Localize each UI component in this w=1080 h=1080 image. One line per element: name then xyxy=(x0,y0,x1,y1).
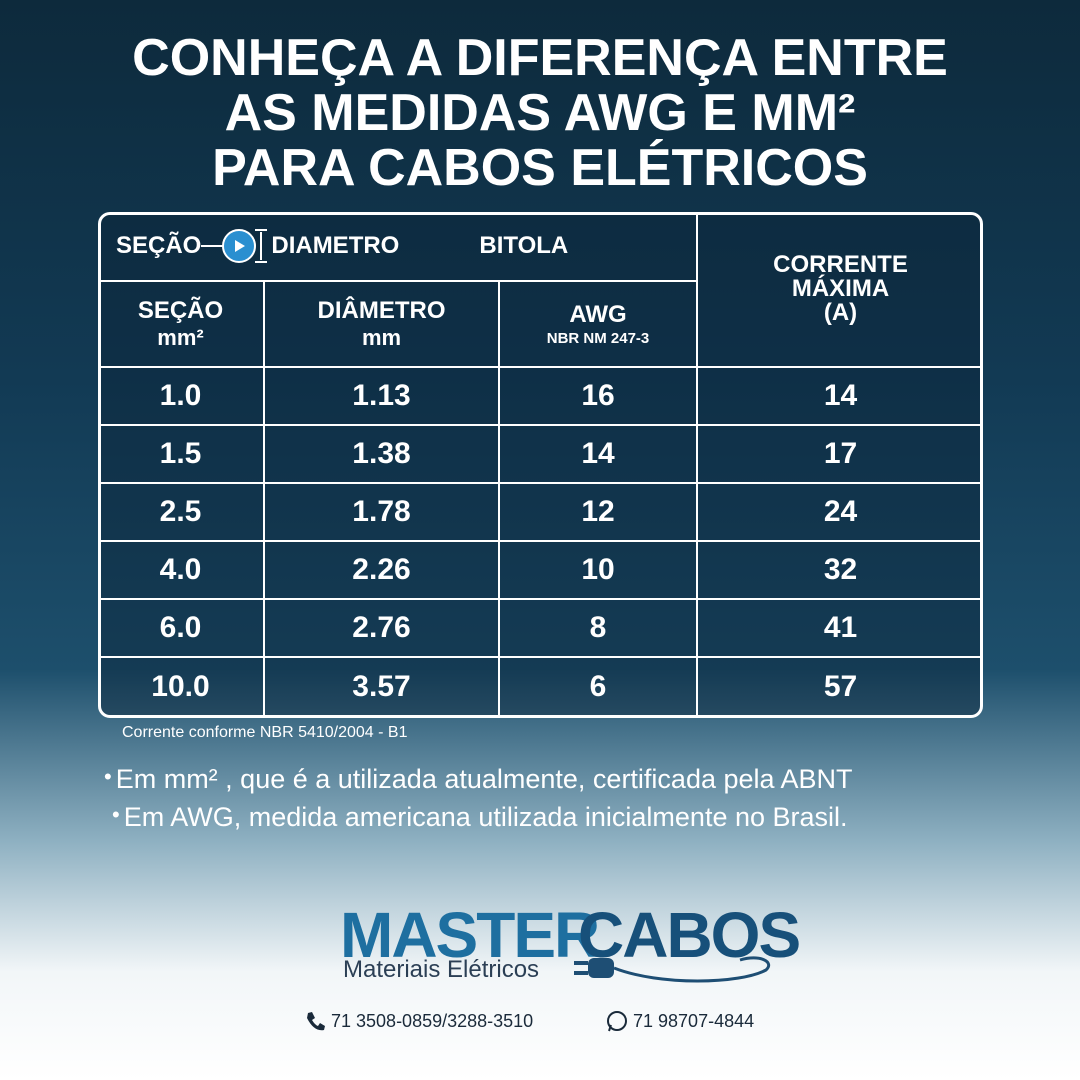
phone: 71 3508-0859/3288-3510 xyxy=(331,1011,534,1031)
cell-text: 1.0 xyxy=(159,379,202,412)
table-cell: 3.57 xyxy=(265,658,500,715)
whatsapp-icon xyxy=(607,1011,627,1032)
header-line: MÁXIMA xyxy=(791,275,890,302)
cell-text: 3.57 xyxy=(352,670,411,703)
cell-text: 1.13 xyxy=(352,379,411,412)
table-cell: 1.78 xyxy=(265,484,500,542)
cell-text: 8 xyxy=(589,611,607,644)
table-cell: 6 xyxy=(500,658,698,715)
table-cell: 41 xyxy=(698,600,980,658)
cell-text: 4.0 xyxy=(159,553,202,586)
cell-text: 6 xyxy=(589,670,607,703)
header-line: AWG xyxy=(569,300,627,328)
group-header: SEÇÃO DIAMETRO BITOLA xyxy=(101,215,698,282)
table-cell: 1.0 xyxy=(101,368,265,426)
bullet: Em AWG, medida americana utilizada inici… xyxy=(112,802,848,833)
cell-text: 14 xyxy=(581,437,615,470)
header-text: SEÇÃO xyxy=(116,232,202,259)
table-cell: 10 xyxy=(500,542,698,600)
table-cell: 1.5 xyxy=(101,426,265,484)
cell-text: 6.0 xyxy=(159,611,202,644)
cell-text: 2.76 xyxy=(352,611,411,644)
cell-text: 57 xyxy=(823,670,858,703)
table: SEÇÃO DIAMETRO BITOLA CORRENTE MÁXIMA (A) SEÇÃ… xyxy=(98,212,983,718)
cell-text: 41 xyxy=(823,611,858,644)
table-cell: 6.0 xyxy=(101,600,265,658)
header-line: CORRENTE xyxy=(773,251,908,278)
current-header: CORRENTE MÁXIMA (A) xyxy=(698,215,980,368)
header-text: BITOLA xyxy=(479,232,569,259)
table-cell: 1.38 xyxy=(265,426,500,484)
title-line: PARA CABOS ELÉTRICOS xyxy=(212,139,868,197)
table-note: Corrente conforme NBR 5410/2004 - B1 xyxy=(122,724,408,741)
table-cell: 4.0 xyxy=(101,542,265,600)
title-line: AS MEDIDAS AWG E MM² xyxy=(224,84,856,142)
cell-text: 1.78 xyxy=(352,495,411,528)
brand-name: MASTER xyxy=(340,899,600,971)
header-line: mm xyxy=(361,325,402,350)
cell-text: 17 xyxy=(823,437,858,470)
cell-text: 16 xyxy=(581,379,615,412)
header-line: mm² xyxy=(157,325,204,350)
table-cell: 2.76 xyxy=(265,600,500,658)
column-header: SEÇÃO mm² xyxy=(101,282,265,368)
table-cell: 2.26 xyxy=(265,542,500,600)
column-header: DIÂMETRO mm xyxy=(265,282,500,368)
cell-text: 32 xyxy=(823,553,858,586)
cell-text: 12 xyxy=(581,495,615,528)
plug-icon xyxy=(574,956,771,983)
table-cell: 17 xyxy=(698,426,980,484)
brand-tagline: Materiais Elétricos xyxy=(343,956,540,983)
cell-text: 10 xyxy=(581,553,615,586)
header-line: SEÇÃO xyxy=(137,297,224,324)
diameter-icon xyxy=(201,229,268,263)
table-cell: 57 xyxy=(698,658,980,715)
title-line: CONHEÇA A DIFERENÇA ENTRE xyxy=(132,29,948,87)
header-line: (A) xyxy=(823,299,858,326)
cell-text: 2.26 xyxy=(352,553,411,586)
table-cell: 32 xyxy=(698,542,980,600)
cell-text: 1.38 xyxy=(352,437,411,470)
phone-icon xyxy=(307,1012,325,1031)
bullet: Em mm² , que é a utilizada atualmente, c… xyxy=(104,764,853,795)
column-header: AWG NBR NM 247-3 xyxy=(500,282,698,368)
table-cell: 14 xyxy=(698,368,980,426)
header-text: DIAMETRO xyxy=(271,232,400,259)
table-cell: 14 xyxy=(500,426,698,484)
table-cell: 16 xyxy=(500,368,698,426)
whatsapp: 71 98707-4844 xyxy=(633,1011,755,1031)
cell-text: 14 xyxy=(823,379,858,412)
cell-text: 2.5 xyxy=(159,495,202,528)
table-cell: 12 xyxy=(500,484,698,542)
table-cell: 1.13 xyxy=(265,368,500,426)
table-cell: 24 xyxy=(698,484,980,542)
cell-text: 24 xyxy=(823,495,858,528)
table-cell: 10.0 xyxy=(101,658,265,715)
table-cell: 8 xyxy=(500,600,698,658)
cell-text: 1.5 xyxy=(159,437,202,470)
cell-text: 10.0 xyxy=(151,670,210,703)
header-line: NBR NM 247-3 xyxy=(546,329,650,347)
table-cell: 2.5 xyxy=(101,484,265,542)
header-line: DIÂMETRO xyxy=(317,297,446,324)
